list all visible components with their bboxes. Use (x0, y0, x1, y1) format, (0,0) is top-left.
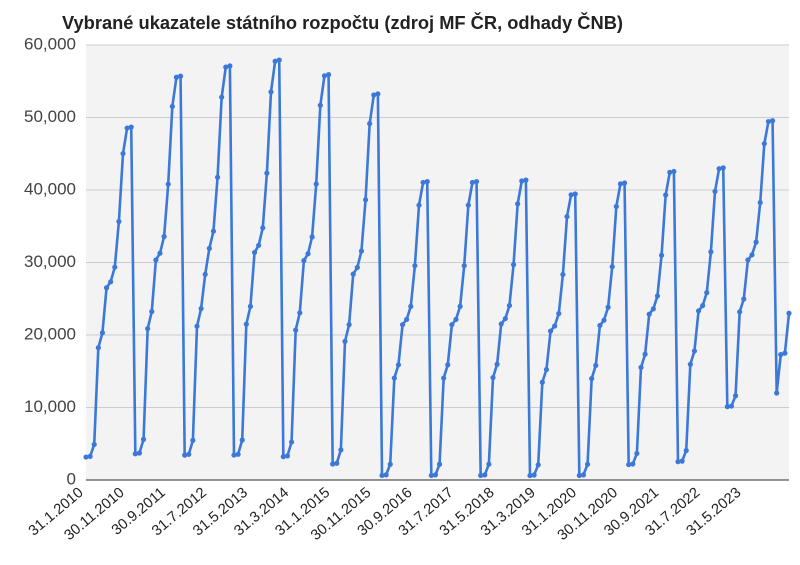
svg-text:40,000: 40,000 (24, 180, 76, 199)
svg-text:60,000: 60,000 (24, 35, 76, 54)
svg-text:50,000: 50,000 (24, 107, 76, 126)
svg-text:20,000: 20,000 (24, 325, 76, 344)
svg-text:10,000: 10,000 (24, 397, 76, 416)
svg-text:30,000: 30,000 (24, 252, 76, 271)
